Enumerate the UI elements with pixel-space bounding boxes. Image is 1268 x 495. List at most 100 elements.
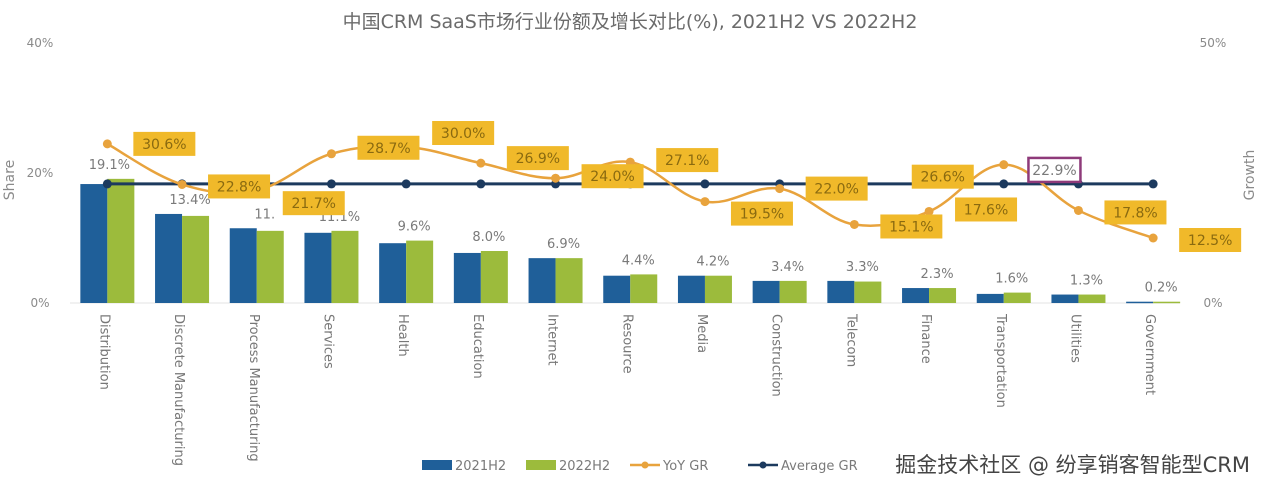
- bar-2022h2: [1153, 301, 1181, 304]
- bar-2021h2: [1051, 294, 1079, 303]
- legend-label: 2022H2: [559, 459, 610, 474]
- category-label: Transportation: [993, 313, 1008, 408]
- category-label: Process Manufacturing: [246, 314, 261, 462]
- bar-2022h2: [555, 258, 583, 303]
- legend-swatch: [422, 460, 452, 470]
- yoy-value-label: 17.8%: [1113, 205, 1157, 221]
- bar-value-label: 4.2%: [696, 255, 729, 270]
- bar-value-label: 13.4%: [169, 193, 210, 208]
- bar-value-label: 4.4%: [622, 253, 655, 268]
- bar-2022h2: [331, 230, 359, 303]
- legend: 2021H2 2022H2 YoY GR Average GR: [422, 459, 858, 474]
- category-label: Internet: [545, 314, 560, 366]
- average-gr-label-box: [1027, 156, 1082, 184]
- bar-value-label: 2.3%: [921, 267, 954, 282]
- yoy-gr-marker: [775, 184, 785, 194]
- category-label: Services: [320, 314, 335, 369]
- yoy-value-label: 30.0%: [441, 126, 485, 142]
- watermark: 掘金技术社区 @ 纷享销客智能型CRM: [895, 453, 1250, 477]
- bar-2021h2: [1126, 301, 1154, 304]
- chart-title: 中国CRM SaaS市场行业份额及增长对比(%), 2021H2 VS 2022…: [343, 11, 918, 33]
- yoy-value-label: 15.1%: [889, 219, 933, 235]
- category-label: Health: [395, 314, 410, 357]
- category-label: Finance: [918, 314, 933, 364]
- bar-value-label: 8.0%: [472, 230, 505, 245]
- bar-value-label: 3.4%: [771, 260, 804, 275]
- yoy-gr-marker: [849, 219, 859, 229]
- bar-2021h2: [379, 243, 407, 303]
- bar-2021h2: [155, 213, 183, 303]
- bar-2022h2: [779, 280, 807, 303]
- yoy-label-box: [282, 191, 345, 216]
- average-gr-marker: [476, 179, 486, 189]
- yoy-gr-marker: [551, 173, 561, 183]
- yoy-label-box: [1104, 200, 1167, 225]
- legend-label: 2021H2: [455, 459, 506, 474]
- yoy-gr-marker: [924, 206, 934, 216]
- yoy-label-box: [805, 176, 868, 201]
- legend-marker: [759, 461, 767, 469]
- bar-2021h2: [752, 280, 780, 303]
- yoy-label-box: [880, 214, 943, 239]
- yoy-value-label: 21.7%: [292, 196, 336, 212]
- yoy-gr-marker: [1073, 205, 1083, 215]
- legend-label: Average GR: [781, 459, 858, 474]
- left-tick-label: 0%: [30, 296, 49, 310]
- category-label: Education: [470, 314, 485, 379]
- bar-value-label: 6.9%: [547, 237, 580, 252]
- left-tick-label: 20%: [27, 166, 54, 180]
- yoy-gr-marker: [177, 179, 187, 189]
- yoy-value-label: 27.1%: [665, 153, 709, 169]
- category-label: Discrete Manufacturing: [171, 314, 186, 466]
- average-gr-marker: [700, 179, 710, 189]
- right-axis: 0% 50%: [1200, 36, 1227, 310]
- bar-2021h2: [80, 184, 108, 303]
- bar-2022h2: [480, 251, 508, 303]
- bar-value-label: 1.6%: [995, 272, 1028, 287]
- category-label: Telecom: [843, 313, 858, 367]
- yoy-value-label: 26.6%: [921, 170, 965, 186]
- category-label: Construction: [769, 314, 784, 397]
- bar-2021h2: [902, 288, 930, 303]
- left-axis: 0% 20% 40%: [27, 36, 54, 310]
- yoy-value-label: 22.8%: [217, 179, 261, 195]
- bar-2022h2: [630, 274, 658, 303]
- category-label: Utilities: [1067, 314, 1082, 363]
- right-tick-label: 0%: [1203, 296, 1222, 310]
- bar-2022h2: [256, 230, 284, 303]
- category-labels-group: Distribution Discrete Manufacturing Proces…: [96, 313, 1157, 466]
- bar-2022h2: [1078, 294, 1106, 303]
- bar-value-label: 19.1%: [89, 158, 130, 173]
- yoy-value-label: 12.5%: [1188, 233, 1232, 249]
- yoy-labels-group: 30.6% 22.8% 21.7% 28.7% 30.0% 26.9% 24.0% 27.1%…: [133, 121, 1242, 252]
- bar-2022h2: [704, 275, 732, 303]
- yoy-value-label: 30.6%: [142, 137, 186, 153]
- category-label: Government: [1142, 314, 1157, 395]
- yoy-label-box: [955, 197, 1018, 222]
- bar-2021h2: [677, 275, 705, 303]
- bar-2022h2: [1003, 292, 1031, 303]
- yoy-label-box: [432, 121, 495, 145]
- yoy-value-label: 24.0%: [590, 169, 634, 185]
- category-label: Distribution: [96, 314, 111, 390]
- average-gr-marker: [326, 179, 336, 189]
- yoy-gr-marker: [102, 139, 112, 149]
- yoy-label-box: [506, 146, 569, 171]
- right-tick-label: 50%: [1200, 36, 1227, 50]
- bar-2022h2: [854, 281, 882, 303]
- yoy-label-box: [208, 174, 271, 199]
- yoy-label-box: [133, 131, 196, 156]
- bar-value-label: 3.3%: [846, 260, 879, 275]
- bar-value-label: 0.2%: [1145, 281, 1178, 296]
- legend-marker: [641, 461, 649, 469]
- y2-axis-title: Growth: [1242, 150, 1258, 201]
- bars-group: [80, 178, 1181, 304]
- bar-2021h2: [603, 275, 631, 303]
- yoy-value-label: 26.9%: [516, 151, 560, 167]
- bar-value-label: 1.3%: [1070, 274, 1103, 289]
- bar-2022h2: [406, 240, 434, 303]
- bar-2021h2: [304, 232, 332, 303]
- average-gr-marker: [1148, 179, 1158, 189]
- bar-2021h2: [827, 280, 855, 303]
